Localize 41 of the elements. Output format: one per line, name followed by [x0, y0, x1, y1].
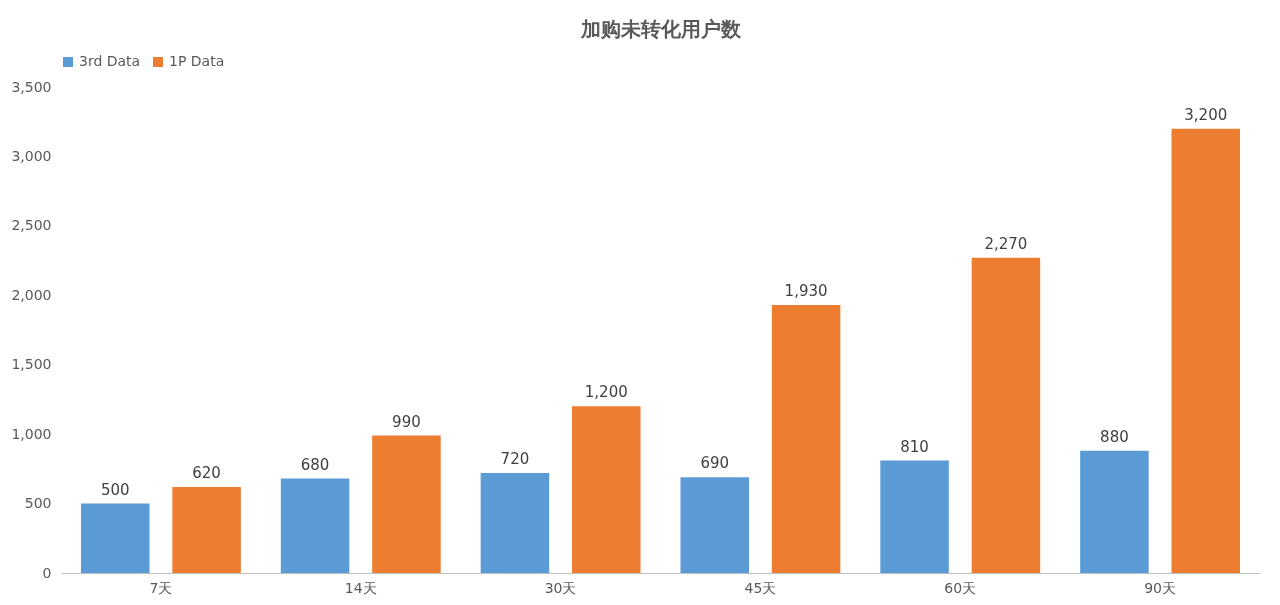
bar	[172, 486, 241, 573]
y-tick-label: 3,000	[11, 147, 52, 164]
bar	[80, 503, 150, 573]
data-label: 720	[500, 450, 530, 469]
bar	[1171, 128, 1241, 573]
data-label: 620	[192, 463, 221, 482]
data-label: 690	[700, 454, 730, 473]
bar	[880, 460, 949, 573]
x-tick-label: 14天	[344, 579, 377, 596]
data-label: 2,270	[984, 234, 1028, 253]
bar	[372, 435, 441, 573]
data-label: 990	[392, 412, 421, 431]
legend-label: 3rd Data	[79, 53, 141, 69]
y-tick-label: 1,500	[11, 356, 52, 373]
y-tick-label: 1,000	[11, 425, 52, 442]
y-tick-label: 500	[24, 495, 52, 512]
x-tick-label: 7天	[149, 579, 173, 596]
data-label: 1,930	[784, 282, 828, 301]
y-tick-label: 2,000	[11, 286, 52, 303]
data-label: 1,200	[584, 383, 628, 402]
x-tick-label: 60天	[944, 579, 977, 596]
data-label: 3,200	[1184, 105, 1228, 124]
y-tick-label: 2,500	[11, 217, 52, 234]
chart-title: 加购未转化用户数	[579, 17, 742, 41]
bar	[680, 477, 749, 573]
data-label: 500	[100, 480, 130, 499]
data-label: 880	[1100, 427, 1129, 446]
bar	[971, 257, 1041, 573]
data-label: 810	[900, 437, 929, 456]
legend-label: 1P Data	[169, 53, 225, 69]
bar	[1080, 450, 1149, 573]
x-tick-label: 30天	[544, 579, 577, 596]
y-tick-label: 0	[42, 564, 52, 581]
bar	[480, 473, 550, 573]
x-tick-label: 45天	[744, 579, 777, 596]
bar	[771, 305, 841, 573]
bar	[572, 406, 641, 573]
data-label: 680	[300, 455, 330, 474]
bar	[280, 478, 350, 573]
x-tick-label: 90天	[1144, 579, 1176, 596]
y-tick-label: 3,500	[11, 78, 52, 95]
